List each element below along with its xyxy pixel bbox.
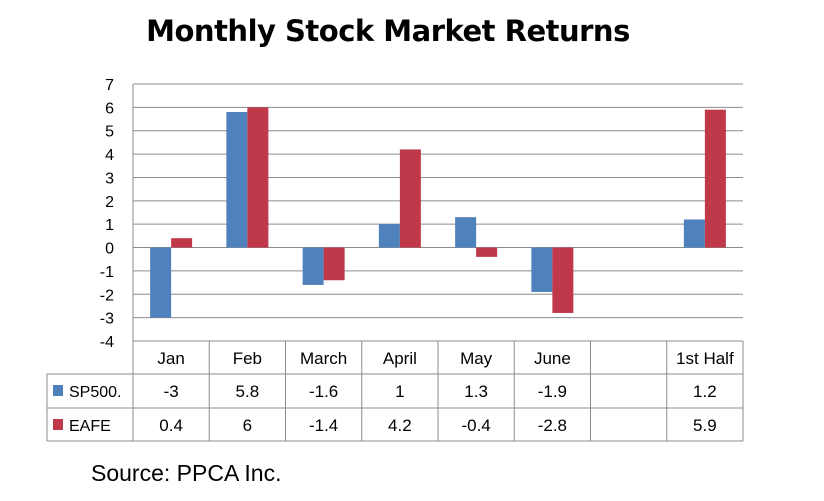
bar-sp500-5 <box>531 247 553 292</box>
y-tick-label: 6 <box>105 100 114 117</box>
data-label-sp500: -1.6 <box>309 382 338 401</box>
data-label-sp500: -1.9 <box>538 382 567 401</box>
bar-sp500-4 <box>455 217 477 248</box>
data-label-sp500: 1.3 <box>464 382 488 401</box>
data-label-eafe: 5.9 <box>693 416 717 435</box>
data-label-eafe: -1.4 <box>309 416 338 435</box>
legend-label-sp500: SP500. <box>69 384 121 401</box>
x-category-label: March <box>300 349 347 368</box>
legend-label-eafe: EAFE <box>69 418 111 435</box>
data-label-eafe: -0.4 <box>461 416 490 435</box>
y-tick-label: 7 <box>105 77 114 94</box>
bar-sp500-0 <box>150 247 172 318</box>
y-tick-label: 3 <box>105 170 114 187</box>
legend-swatch-eafe <box>53 419 63 430</box>
bar-eafe-5 <box>552 247 574 313</box>
data-table: Jan Feb March April May June 1st Half SP500. -3 5… <box>46 340 744 442</box>
data-label-eafe: 0.4 <box>159 416 183 435</box>
x-category-label: June <box>534 349 571 368</box>
data-label-eafe: 6 <box>243 416 252 435</box>
data-label-eafe: -2.8 <box>538 416 567 435</box>
y-tick-label: -3 <box>100 311 114 328</box>
bar-eafe-3 <box>399 149 421 248</box>
bar-sp500-3 <box>378 224 400 248</box>
grid-lines <box>132 83 743 342</box>
y-tick-label: 2 <box>105 194 114 211</box>
data-label-sp500: 1 <box>395 382 404 401</box>
bar-sp500-7 <box>683 219 705 248</box>
y-tick-label: -4 <box>100 334 114 351</box>
legend-swatch-sp500 <box>53 385 63 396</box>
source-note: Source: PPCA Inc. <box>91 460 282 486</box>
bar-sp500-2 <box>302 247 324 285</box>
y-tick-label: 1 <box>105 217 114 234</box>
x-category-label: May <box>460 349 493 368</box>
y-tick-labels: -4 -3 -2 -1 0 1 2 3 4 5 6 7 <box>100 77 114 351</box>
chart-title: Monthly Stock Market Returns <box>146 14 630 48</box>
y-tick-label: 0 <box>105 241 114 258</box>
y-tick-label: -2 <box>100 287 114 304</box>
data-label-eafe: 4.2 <box>388 416 412 435</box>
bar-sp500-1 <box>226 112 248 248</box>
bar-eafe-0 <box>171 238 193 248</box>
x-category-label: 1st Half <box>676 349 734 368</box>
data-label-sp500: 5.8 <box>236 382 260 401</box>
data-label-sp500: 1.2 <box>693 382 717 401</box>
x-category-label: April <box>383 349 417 368</box>
y-tick-label: 5 <box>105 124 114 141</box>
y-tick-label: -1 <box>100 264 114 281</box>
bar-eafe-7 <box>704 109 726 248</box>
x-category-label: Feb <box>233 349 262 368</box>
bar-eafe-1 <box>247 107 269 248</box>
bar-eafe-4 <box>476 247 498 257</box>
x-category-label: Jan <box>157 349 184 368</box>
data-label-sp500: -3 <box>164 382 179 401</box>
bar-eafe-2 <box>323 247 345 281</box>
bars <box>150 107 726 318</box>
y-tick-label: 4 <box>105 147 114 164</box>
